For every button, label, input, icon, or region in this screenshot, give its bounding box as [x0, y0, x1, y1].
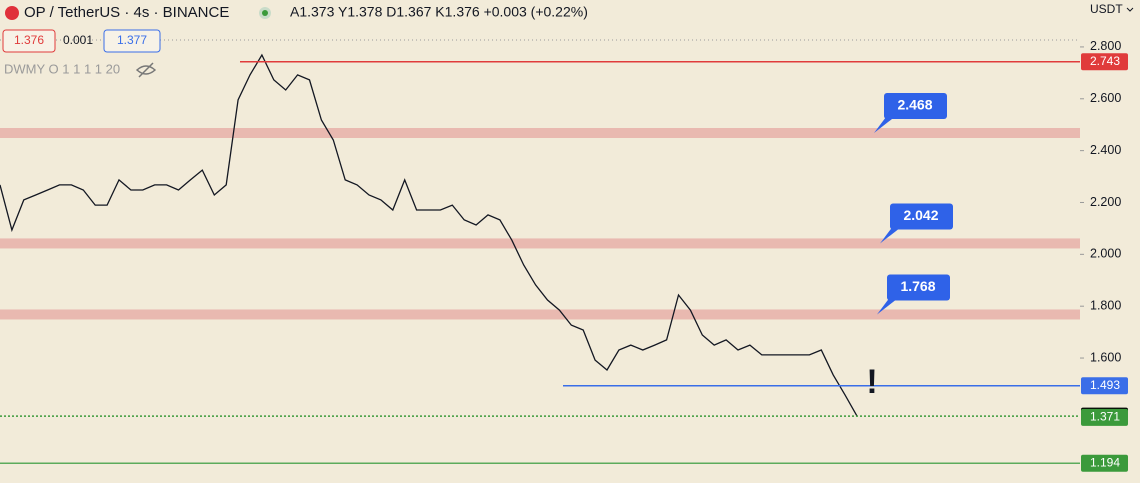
alert-mark: ! [866, 363, 877, 401]
callout-pointer [874, 117, 892, 133]
level-tag [1081, 408, 1128, 426]
currency-chevron[interactable] [1126, 7, 1134, 12]
zone [0, 309, 1080, 320]
status-dot-inner [262, 10, 268, 16]
level-label: 1.493 [1090, 378, 1120, 392]
callout-label: 1.768 [900, 278, 935, 294]
callout-box [890, 203, 953, 230]
level-tag [1081, 454, 1128, 472]
sell-box[interactable] [2, 29, 56, 53]
callout-pointer [880, 227, 898, 244]
y-tick-label: 1.600 [1090, 350, 1121, 364]
level-tag [1081, 377, 1128, 395]
ohlc: A1.373 Y1.378 D1.367 K1.376 +0.003 (+0.2… [290, 4, 588, 20]
currency[interactable]: USDT [1090, 2, 1123, 16]
bid[interactable]: 1.376 [14, 33, 44, 47]
y-tick-label: 2.000 [1090, 247, 1121, 261]
buy-box[interactable] [103, 29, 161, 53]
callout-box [887, 274, 950, 301]
symbol-logo [5, 6, 19, 20]
spread: 0.001 [63, 33, 93, 47]
zone [0, 128, 1080, 138]
y-tick-label: 2.200 [1090, 195, 1121, 209]
y-tick-label: 2.400 [1090, 143, 1121, 157]
callout-label: 2.042 [903, 207, 938, 223]
y-tick-label: 2.600 [1090, 91, 1121, 105]
intervals: DWMY O 1 1 1 1 20 [4, 61, 120, 76]
level-tag [1081, 53, 1128, 71]
price-line [0, 53, 858, 417]
callout-pointer [877, 298, 895, 315]
level-label: 1.194 [1090, 455, 1120, 469]
plot: 2.800 2.600 2.400 2.200 2.000 1.800 1.600 2.468… [0, 39, 1128, 472]
symbol: OP / TetherUS · 4s · BINANCE [24, 4, 229, 21]
ask[interactable]: 1.377 [117, 33, 147, 47]
y-tick-label: 2.800 [1090, 39, 1121, 53]
callout-box [884, 93, 947, 119]
y-tick-label: 1.800 [1090, 298, 1121, 312]
zone [0, 238, 1080, 249]
hide-icon[interactable] [135, 62, 157, 78]
level-label: 2.743 [1090, 54, 1120, 68]
callout-label: 2.468 [897, 97, 932, 113]
level-label: 1.371 [1090, 410, 1120, 424]
